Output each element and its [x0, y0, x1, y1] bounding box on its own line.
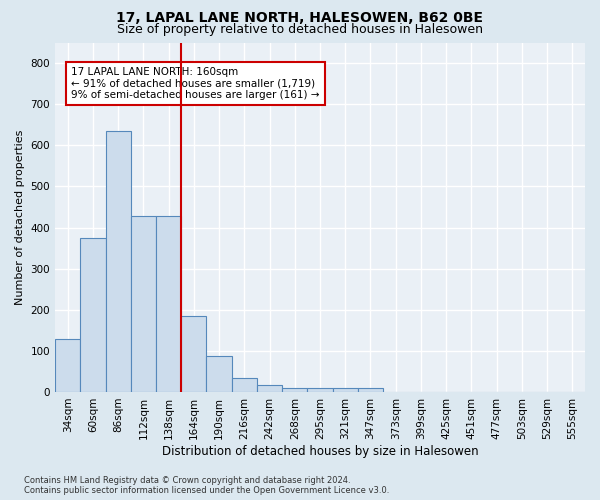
Text: Contains HM Land Registry data © Crown copyright and database right 2024.
Contai: Contains HM Land Registry data © Crown c…: [24, 476, 389, 495]
Bar: [80, 238, 106, 392]
Bar: [206, 356, 232, 392]
Bar: [55, 340, 80, 392]
Bar: [156, 216, 181, 392]
Bar: [131, 216, 156, 392]
Bar: [106, 131, 131, 392]
Y-axis label: Number of detached properties: Number of detached properties: [15, 130, 25, 305]
Text: Size of property relative to detached houses in Halesowen: Size of property relative to detached ho…: [117, 22, 483, 36]
Bar: [181, 316, 206, 392]
Bar: [332, 388, 358, 392]
Text: 17 LAPAL LANE NORTH: 160sqm
← 91% of detached houses are smaller (1,719)
9% of s: 17 LAPAL LANE NORTH: 160sqm ← 91% of det…: [71, 67, 319, 100]
Bar: [307, 388, 332, 392]
X-axis label: Distribution of detached houses by size in Halesowen: Distribution of detached houses by size …: [162, 444, 478, 458]
Bar: [232, 378, 257, 392]
Bar: [257, 384, 282, 392]
Bar: [282, 388, 307, 392]
Bar: [358, 388, 383, 392]
Text: 17, LAPAL LANE NORTH, HALESOWEN, B62 0BE: 17, LAPAL LANE NORTH, HALESOWEN, B62 0BE: [116, 11, 484, 25]
